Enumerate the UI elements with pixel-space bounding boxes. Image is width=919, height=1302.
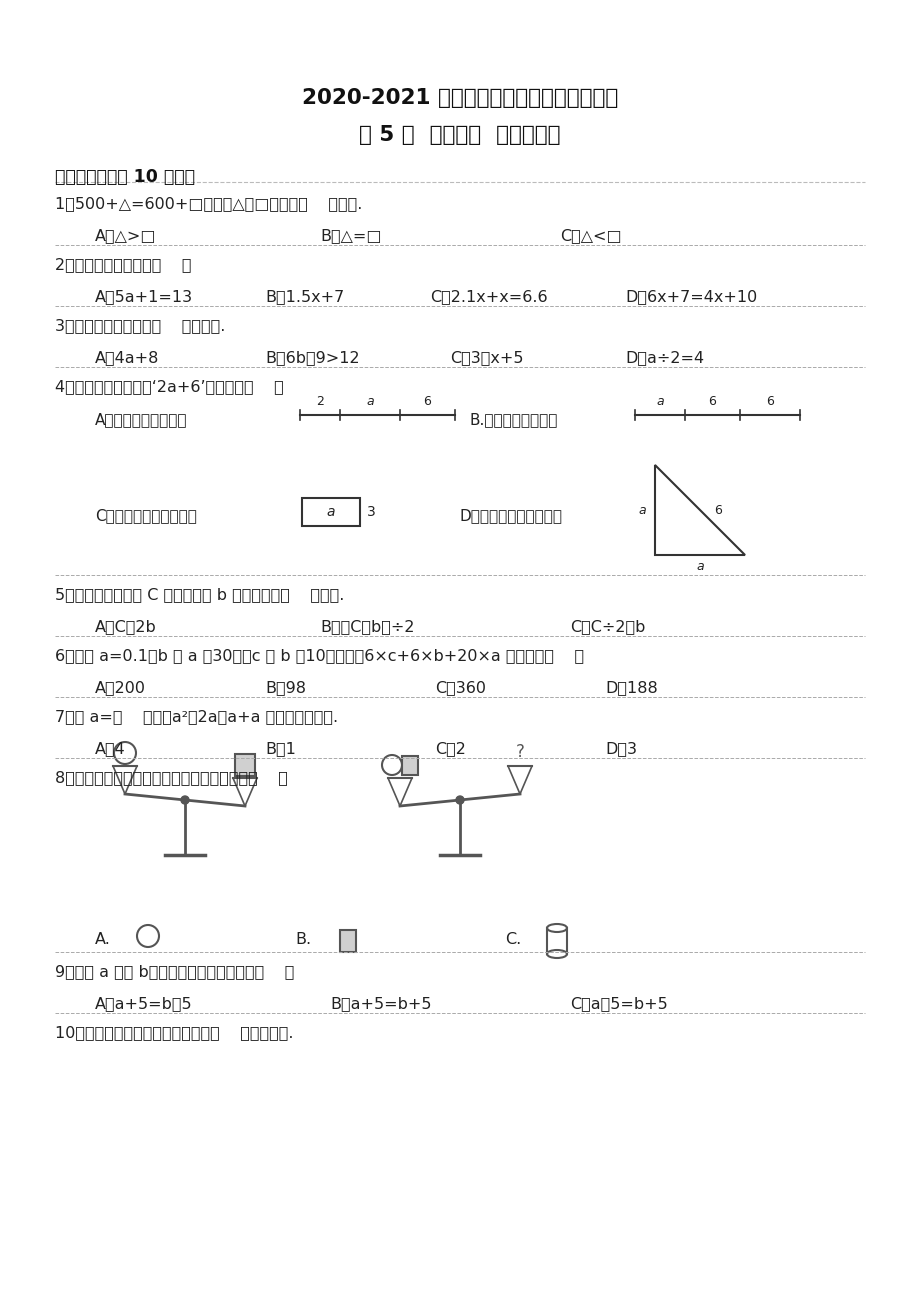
Text: B．1.5x+7: B．1.5x+7 bbox=[265, 289, 344, 303]
Text: 2．下面不是方程的是（    ）: 2．下面不是方程的是（ ） bbox=[55, 256, 191, 272]
Text: A．a+5=b－5: A．a+5=b－5 bbox=[95, 996, 192, 1010]
Text: 3: 3 bbox=[367, 505, 375, 519]
Text: 一．选择题（共 10 小题）: 一．选择题（共 10 小题） bbox=[55, 168, 195, 186]
Text: 3．下列算式中，只有（    ）是方程.: 3．下列算式中，只有（ ）是方程. bbox=[55, 318, 225, 333]
Text: a: a bbox=[655, 395, 664, 408]
Text: C．2: C．2 bbox=[435, 741, 465, 756]
Text: a: a bbox=[696, 560, 703, 573]
Circle shape bbox=[456, 796, 463, 805]
Text: 5．长方形的周长是 C 厘米，宽是 b 厘米，长是（    ）厘米.: 5．长方形的周长是 C 厘米，宽是 b 厘米，长是（ ）厘米. bbox=[55, 587, 344, 602]
Text: A．200: A．200 bbox=[95, 680, 146, 695]
Text: B．6b－9>12: B．6b－9>12 bbox=[265, 350, 359, 365]
Text: D．6x+7=4x+10: D．6x+7=4x+10 bbox=[624, 289, 756, 303]
Text: C．△<□: C．△<□ bbox=[560, 228, 621, 243]
Text: A．4: A．4 bbox=[95, 741, 126, 756]
Text: a: a bbox=[366, 395, 373, 408]
Text: C．a－5=b+5: C．a－5=b+5 bbox=[570, 996, 667, 1010]
Text: 4．下列选项中，能用‘2a+6’表示的是（    ）: 4．下列选项中，能用‘2a+6’表示的是（ ） bbox=[55, 379, 283, 395]
Text: A．△>□: A．△>□ bbox=[95, 228, 156, 243]
Text: a: a bbox=[326, 505, 335, 519]
Text: 7．当 a=（    ）时，a²，2a，a+a 的计算结果相同.: 7．当 a=（ ）时，a²，2a，a+a 的计算结果相同. bbox=[55, 710, 338, 724]
FancyBboxPatch shape bbox=[340, 930, 356, 952]
Text: C．3－x+5: C．3－x+5 bbox=[449, 350, 523, 365]
Text: 2020-2021 学年人教版小学五年级数学上册: 2020-2021 学年人教版小学五年级数学上册 bbox=[301, 89, 618, 108]
Circle shape bbox=[181, 796, 188, 805]
Text: C．这个长方形的周长：: C．这个长方形的周长： bbox=[95, 508, 197, 523]
Text: 6: 6 bbox=[708, 395, 715, 408]
Text: A．4a+8: A．4a+8 bbox=[95, 350, 159, 365]
Text: ?: ? bbox=[515, 743, 524, 760]
Text: 10．方程和等式的关系可以用下面（    ）图来表示.: 10．方程和等式的关系可以用下面（ ）图来表示. bbox=[55, 1025, 293, 1040]
Text: 6: 6 bbox=[423, 395, 430, 408]
Text: 9．如果 a 等于 b，那么下列等式成立的是（    ）: 9．如果 a 等于 b，那么下列等式成立的是（ ） bbox=[55, 963, 294, 979]
Text: C．360: C．360 bbox=[435, 680, 485, 695]
Text: C．C÷2－b: C．C÷2－b bbox=[570, 618, 644, 634]
Text: 第 5 章  简易方程  单元测试卷: 第 5 章 简易方程 单元测试卷 bbox=[358, 125, 561, 145]
Text: A．整条线段的长度：: A．整条线段的长度： bbox=[95, 411, 187, 427]
Text: B．a+5=b+5: B．a+5=b+5 bbox=[330, 996, 431, 1010]
Text: D．188: D．188 bbox=[605, 680, 657, 695]
Text: C．2.1x+x=6.6: C．2.1x+x=6.6 bbox=[429, 289, 547, 303]
Text: 6: 6 bbox=[713, 504, 721, 517]
Text: a: a bbox=[638, 504, 645, 517]
Text: B．△=□: B．△=□ bbox=[320, 228, 381, 243]
Text: B．1: B．1 bbox=[265, 741, 296, 756]
Text: D．a÷2=4: D．a÷2=4 bbox=[624, 350, 703, 365]
Text: B.整条线段的长度：: B.整条线段的长度： bbox=[470, 411, 558, 427]
Text: A.: A. bbox=[95, 932, 111, 947]
Text: C.: C. bbox=[505, 932, 521, 947]
Text: 2: 2 bbox=[316, 395, 323, 408]
Text: D．这个三角形的面积：: D．这个三角形的面积： bbox=[460, 508, 562, 523]
Text: B.: B. bbox=[295, 932, 311, 947]
Text: D．3: D．3 bbox=[605, 741, 636, 756]
Text: A．5a+1=13: A．5a+1=13 bbox=[95, 289, 193, 303]
FancyBboxPatch shape bbox=[234, 754, 255, 776]
Text: 6．已知 a=0.1，b 是 a 的30倍，c 是 b 的10倍，那么6×c+6×b+20×a 的结果是（    ）: 6．已知 a=0.1，b 是 a 的30倍，c 是 b 的10倍，那么6×c+6… bbox=[55, 648, 584, 663]
Text: 8．要保持天平平衡，右边应该添加的物品是（    ）: 8．要保持天平平衡，右边应该添加的物品是（ ） bbox=[55, 769, 288, 785]
Text: B．（C－b）÷2: B．（C－b）÷2 bbox=[320, 618, 414, 634]
Text: 1．500+△=600+□，比较△和□大小，（    ）正确.: 1．500+△=600+□，比较△和□大小，（ ）正确. bbox=[55, 197, 362, 211]
FancyBboxPatch shape bbox=[402, 756, 417, 775]
Text: A．C－2b: A．C－2b bbox=[95, 618, 156, 634]
Text: B．98: B．98 bbox=[265, 680, 306, 695]
Text: 6: 6 bbox=[766, 395, 773, 408]
